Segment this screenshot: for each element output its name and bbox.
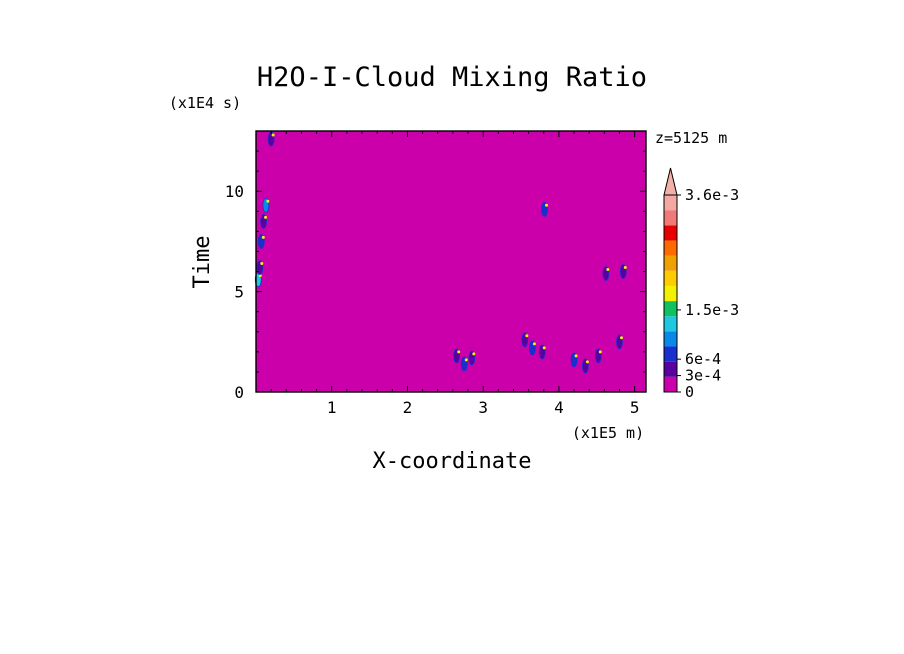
colorbar-band [664, 255, 677, 271]
x-tick-label: 1 [327, 398, 337, 417]
colorbar-label: 0 [685, 383, 694, 401]
cloud-feature [260, 262, 264, 266]
colorbar-label: 6e-4 [685, 350, 721, 368]
cloud-feature [271, 133, 275, 137]
colorbar-band [664, 270, 677, 286]
altitude-annotation: z=5125 m [655, 129, 727, 147]
cloud-feature [585, 360, 589, 364]
colorbar-label: 3.6e-3 [685, 186, 739, 204]
plot-frame [255, 130, 647, 393]
cloud-feature [545, 203, 549, 207]
x-tick-label: 2 [403, 398, 413, 417]
cloud-feature [264, 215, 268, 219]
plot-area [254, 131, 646, 392]
cloud-feature [542, 346, 546, 350]
x-tick-label: 5 [630, 398, 640, 417]
x-axis-ticks: 1 2 3 4 5 [270, 131, 640, 417]
cloud-feature [472, 352, 476, 356]
cloud-feature [464, 358, 468, 362]
y-tick-label: 5 [234, 283, 244, 302]
colorbar-band [664, 346, 677, 362]
colorbar [663, 167, 678, 393]
cloud-feature [574, 354, 578, 358]
colorbar-labels: 3.6e-3 1.5e-3 6e-43e-40 [677, 186, 739, 401]
y-tick-label: 10 [225, 182, 244, 201]
cloud-feature [261, 235, 265, 239]
colorbar-label: 3e-4 [685, 367, 721, 385]
colorbar-band [664, 316, 677, 332]
colorbar-extend-arrow [663, 167, 678, 196]
x-tick-label: 4 [554, 398, 564, 417]
cloud-feature [598, 350, 602, 354]
y-axis-label: Time [190, 236, 215, 289]
cloud-feature [532, 342, 536, 346]
cloud-feature [606, 268, 610, 272]
y-tick-label: 0 [234, 383, 244, 402]
colorbar-band [664, 361, 677, 377]
colorbar-band [664, 195, 677, 211]
cloud-feature [623, 266, 627, 270]
y-axis-ticks: 0 5 10 [225, 150, 646, 402]
colorbar-band [664, 225, 677, 241]
x-axis-unit: (x1E5 m) [572, 424, 644, 442]
x-tick-label: 3 [478, 398, 488, 417]
field-background [256, 131, 646, 392]
colorbar-band [664, 210, 677, 226]
x-axis-label: X-coordinate [373, 449, 532, 474]
cloud-feature [266, 199, 270, 203]
y-axis-unit: (x1E4 s) [169, 94, 241, 112]
colorbar-band [664, 376, 677, 392]
colorbar-frame [663, 194, 678, 393]
colorbar-band [664, 240, 677, 256]
cloud-feature [525, 334, 529, 338]
cloud-feature [619, 336, 623, 340]
cloud-feature [457, 350, 461, 354]
colorbar-band [664, 331, 677, 347]
chart-title: H2O-I-Cloud Mixing Ratio [257, 62, 647, 93]
colorbar-label: 1.5e-3 [685, 301, 739, 319]
colorbar-band [664, 285, 677, 302]
colorbar-band [664, 301, 677, 317]
